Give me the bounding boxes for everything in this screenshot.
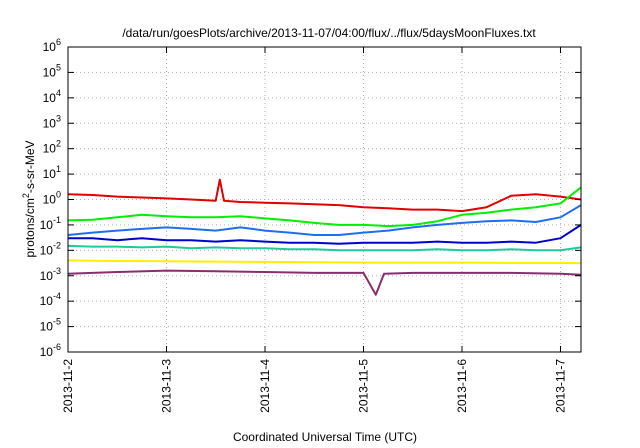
y-tick-label: 104 [43,88,61,105]
y-axis-label: protons/cm2-s-sr-MeV [21,140,37,257]
x-tick-label: 2013-11-5 [356,359,370,413]
series-lines [67,178,582,296]
y-axis: 106 105 104 103 102 101 100 10-1 10-2 10-3 10-4 10-… [40,37,581,359]
chart-title: /data/run/goesPlots/archive/2013-11-07/0… [122,26,536,40]
y-tick-label: 10-3 [40,266,61,283]
series-line-3 [67,204,582,236]
series-line-4 [68,224,582,245]
y-tick-label: 10-1 [40,215,61,232]
y-tick-label: 10-2 [40,240,61,257]
series-line-5 [67,244,582,252]
x-tick-label: 2013-11-4 [258,359,272,413]
x-tick-label: 2013-11-2 [61,359,75,413]
x-tick-label: 2013-11-6 [455,359,469,413]
y-tick-label: 10-6 [40,342,61,359]
y-tick-label: 103 [43,113,61,130]
y-tick-label: 100 [43,190,61,207]
x-axis: 2013-11-2 2013-11-3 2013-11-4 2013-11-5 2013… [61,47,567,413]
y-tick-label: 106 [43,37,61,54]
y-tick-label: 10-4 [40,291,61,308]
series-line-1 [67,178,582,213]
x-tick-label: 2013-11-3 [159,359,173,413]
series-line-6 [67,259,582,265]
y-tick-label: 105 [43,62,61,79]
y-tick-label: 10-5 [40,317,61,334]
series-line-2 [67,186,582,228]
y-tick-label: 102 [43,139,61,156]
x-axis-label: Coordinated Universal Time (UTC) [233,430,417,444]
series-line-7 [67,269,582,296]
x-tick-label: 2013-11-7 [553,359,567,413]
y-tick-label: 101 [43,164,61,181]
